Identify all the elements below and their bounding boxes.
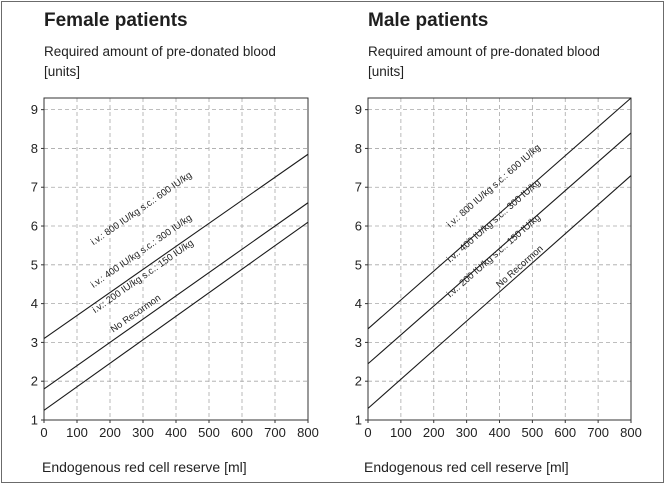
x-tick-label: 400	[489, 425, 511, 440]
x-tick-label: 500	[522, 425, 544, 440]
x-tick-label: 700	[264, 425, 286, 440]
x-tick-label: 500	[198, 425, 220, 440]
x-tick-label: 800	[297, 425, 319, 440]
x-tick-label: 0	[40, 425, 47, 440]
x-tick-label: 100	[66, 425, 88, 440]
y-tick-label: 1	[31, 413, 38, 428]
x-tick-label: 200	[99, 425, 121, 440]
y-tick-label: 2	[31, 374, 38, 389]
series-line	[43, 221, 309, 411]
y-tick-label: 9	[355, 102, 362, 117]
y-tick-label: 5	[31, 257, 38, 272]
x-tick-label: 600	[231, 425, 253, 440]
x-axis-label: Endogenous red cell reserve [ml]	[42, 459, 247, 475]
chart-male: Male patients Required amount of pre-don…	[324, 2, 664, 482]
x-tick-label: 300	[456, 425, 478, 440]
y-tick-label: 8	[31, 141, 38, 156]
y-axis-label-line2: [units]	[44, 64, 81, 79]
y-axis-label-line2: [units]	[368, 64, 405, 79]
y-tick-label: 5	[355, 257, 362, 272]
y-tick-label: 3	[31, 335, 38, 350]
x-axis-label: Endogenous red cell reserve [ml]	[364, 459, 569, 475]
x-tick-label: 800	[620, 425, 642, 440]
y-tick-label: 8	[355, 141, 362, 156]
series-line	[367, 97, 632, 330]
x-tick-label: 400	[165, 425, 187, 440]
y-tick-label: 7	[31, 180, 38, 195]
y-axis-label-line1: Required amount of pre-donated blood	[368, 44, 600, 59]
plot-area-male: 0 100 200 300 400 500 600 700 800123456789i.v.: …	[355, 97, 642, 440]
y-tick-label: 1	[355, 413, 362, 428]
y-axis-label: Required amount of pre-donated blood [un…	[44, 42, 276, 82]
y-axis-label: Required amount of pre-donated blood [un…	[368, 42, 600, 82]
line-annotation: i.v.: 800 IU/kg s.c.: 600 IU/kg	[89, 170, 194, 248]
y-tick-label: 4	[31, 296, 38, 311]
y-tick-label: 3	[355, 335, 362, 350]
grid	[368, 98, 632, 420]
chart-female: Female patients Required amount of pre-d…	[2, 2, 332, 482]
chart-title: Female patients	[44, 10, 188, 31]
y-tick-label: 2	[355, 374, 362, 389]
x-tick-label: 300	[132, 425, 154, 440]
y-tick-label: 9	[31, 102, 38, 117]
y-tick-label: 7	[355, 180, 362, 195]
series-line	[367, 132, 632, 365]
x-tick-label: 0	[364, 425, 371, 440]
y-axis-label-line1: Required amount of pre-donated blood	[44, 44, 276, 59]
x-tick-label: 700	[587, 425, 609, 440]
y-tick-label: 4	[355, 296, 362, 311]
series-line	[43, 153, 309, 339]
x-tick-label: 600	[554, 425, 576, 440]
series-line	[367, 175, 632, 409]
x-tick-label: 200	[423, 425, 445, 440]
x-tick-label: 100	[390, 425, 412, 440]
y-tick-label: 6	[31, 219, 38, 234]
y-tick-label: 6	[355, 219, 362, 234]
series-line	[43, 202, 309, 390]
chart-title: Male patients	[368, 10, 489, 31]
plot-area-female: 0 100 200 300 400 500 600 700 800 1 2 3 4 5 6 7 8 9 i.v.: …	[31, 97, 319, 440]
